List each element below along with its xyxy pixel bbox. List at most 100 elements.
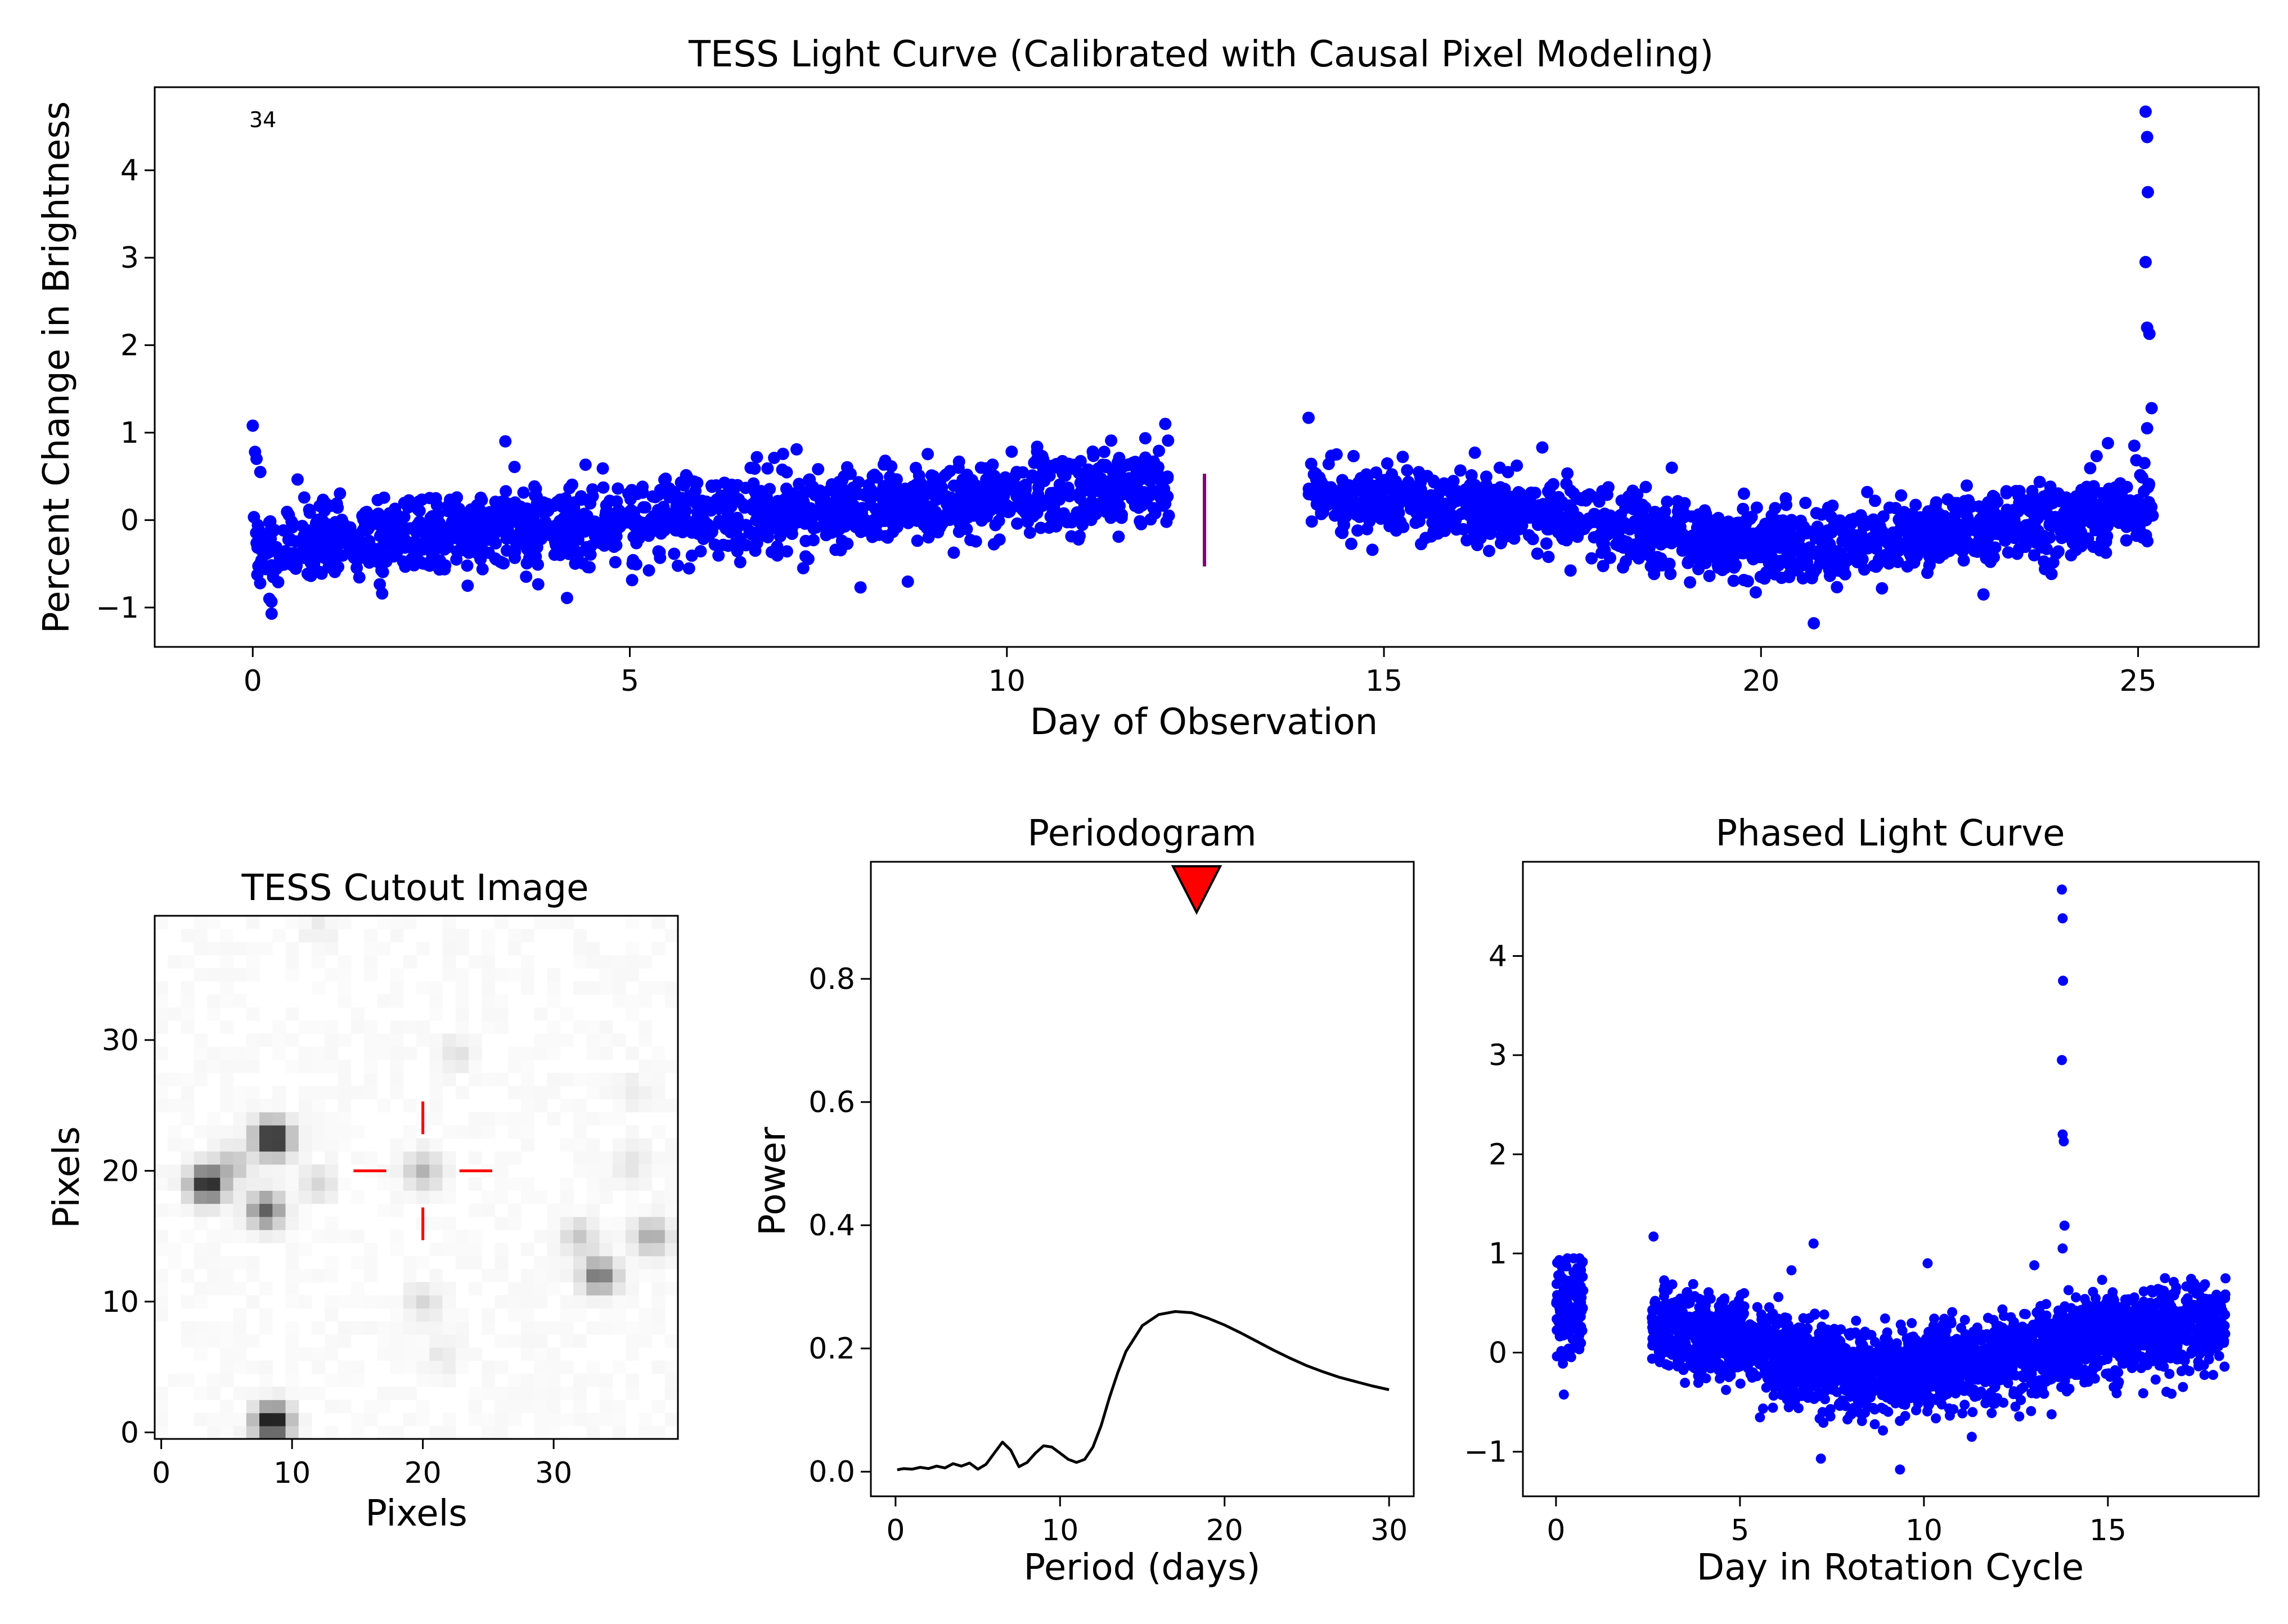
- lightcurve-point: [2134, 518, 2147, 530]
- lightcurve-point: [1161, 490, 1174, 503]
- cutout-pixel: [403, 1151, 417, 1165]
- lightcurve-point: [1383, 511, 1396, 524]
- lightcurve-point: [668, 547, 681, 560]
- cutout-pixel: [338, 1400, 352, 1414]
- lightcurve-point: [296, 520, 309, 533]
- lightcurve-point: [596, 462, 609, 475]
- cutout-pixel: [246, 1033, 260, 1047]
- lightcurve-point: [1719, 561, 1732, 574]
- cutout-pixel: [547, 1216, 561, 1230]
- cutout-pixel: [651, 981, 666, 995]
- lightcurve-point: [1367, 484, 1379, 497]
- lightcurve-point: [1982, 523, 1995, 536]
- cutout-pixel: [442, 1282, 456, 1295]
- lightcurve-point: [1334, 525, 1347, 538]
- lightcurve-point: [1571, 530, 1584, 543]
- lightcurve-point: [1439, 524, 1451, 537]
- cutout-pixel: [285, 1007, 299, 1021]
- cutout-pixel: [233, 1360, 247, 1374]
- cutout-pixel: [612, 1256, 626, 1270]
- cutout-pixel: [626, 1256, 639, 1270]
- cutout-pixel: [442, 1295, 456, 1309]
- lightcurve-point: [813, 484, 826, 497]
- cutout-pixel: [416, 1138, 430, 1152]
- cutout-pixel: [626, 1151, 639, 1165]
- lightcurve-point: [520, 570, 533, 583]
- periodogram-curve: [897, 1310, 1390, 1472]
- cutout-pixel: [364, 1268, 377, 1283]
- cutout-pixel: [338, 1177, 352, 1191]
- cutout-pixel: [325, 968, 339, 982]
- lightcurve-point: [529, 550, 542, 563]
- cutout-pixel: [534, 1007, 548, 1021]
- cutout-pixel: [626, 1073, 639, 1086]
- cutout-pixel: [507, 1059, 522, 1073]
- lightcurve-point: [1531, 547, 1544, 560]
- cutout-pixel: [664, 1256, 678, 1270]
- cutout-pixel: [390, 1086, 404, 1100]
- lightcurve-point: [714, 489, 727, 502]
- cutout-pixel: [547, 1360, 561, 1374]
- cutout-pixel: [612, 1295, 626, 1309]
- cutout-pixel: [338, 916, 352, 929]
- lightcurve-point: [410, 554, 423, 567]
- cutout-pixel: [469, 1347, 482, 1361]
- lightcurve-point: [1409, 516, 1422, 529]
- cutout-pixel: [507, 929, 522, 943]
- cutout-pixel: [285, 1216, 299, 1230]
- cutout-pixel: [155, 1387, 168, 1400]
- cutout-pixel: [586, 1046, 600, 1060]
- lightcurve-point: [2142, 481, 2154, 494]
- lightcurve-point: [1058, 507, 1070, 520]
- cutout-pixel: [599, 1243, 613, 1257]
- cutout-pixel: [547, 1347, 561, 1361]
- cutout-pixel: [350, 1282, 365, 1295]
- lightcurve-point: [931, 492, 943, 504]
- cutout-pixel: [194, 1243, 208, 1257]
- cutout-pixel: [639, 1308, 653, 1322]
- cutout-pixel: [207, 1387, 221, 1400]
- cutout-pixel: [298, 1046, 312, 1060]
- lightcurve-point: [821, 525, 834, 538]
- cutout-pixel: [364, 1086, 377, 1100]
- cutout-pixel: [560, 1203, 574, 1217]
- cutout-pixel: [246, 1230, 260, 1243]
- lightcurve-point: [474, 504, 487, 517]
- lightcurve-point: [1076, 511, 1089, 524]
- cutout-pixel: [586, 1073, 600, 1086]
- cutout-pixel: [259, 1400, 273, 1414]
- cutout-pixel: [338, 1138, 352, 1152]
- lightcurve-point: [970, 497, 983, 510]
- cutout-pixel: [626, 1387, 639, 1400]
- lightcurve-point: [431, 508, 444, 521]
- periodogram-peak-marker: [1171, 865, 1222, 915]
- cutout-pixel: [207, 1177, 221, 1191]
- cutout-pixel: [338, 1230, 352, 1243]
- cutout-pixel: [469, 1230, 482, 1243]
- lightcurve-point: [1827, 552, 1839, 565]
- lightcurve-point: [580, 541, 593, 554]
- cutout-pixel: [246, 942, 260, 956]
- cutout-pixel: [246, 1203, 260, 1217]
- cutout-pixel: [377, 1099, 391, 1113]
- lightcurve-point: [2044, 480, 2057, 493]
- cutout-pixel: [259, 1387, 273, 1400]
- cutout-pixel: [586, 1203, 600, 1217]
- cutout-pixel: [403, 1347, 417, 1361]
- phased-title: Phased Light Curve: [1716, 813, 2065, 854]
- lightcurve-point: [1951, 497, 1963, 510]
- lightcurve-point: [952, 455, 965, 468]
- cutout-pixel: [207, 1282, 221, 1295]
- cutout-pixel: [364, 955, 377, 969]
- lightcurve-point: [1321, 498, 1334, 511]
- cutout-pixel: [482, 1425, 496, 1439]
- periodogram-plot-area: [897, 865, 1390, 1472]
- lightcurve-point: [1737, 574, 1750, 587]
- lightcurve-ytick-label: 1: [120, 416, 139, 450]
- cutout-pixel: [155, 1425, 168, 1439]
- cutout-pixel: [482, 1125, 496, 1139]
- cutout-pixel: [390, 1164, 404, 1178]
- lightcurve-point: [261, 562, 273, 575]
- cutout-pixel: [612, 1073, 626, 1086]
- lightcurve-point: [597, 481, 610, 494]
